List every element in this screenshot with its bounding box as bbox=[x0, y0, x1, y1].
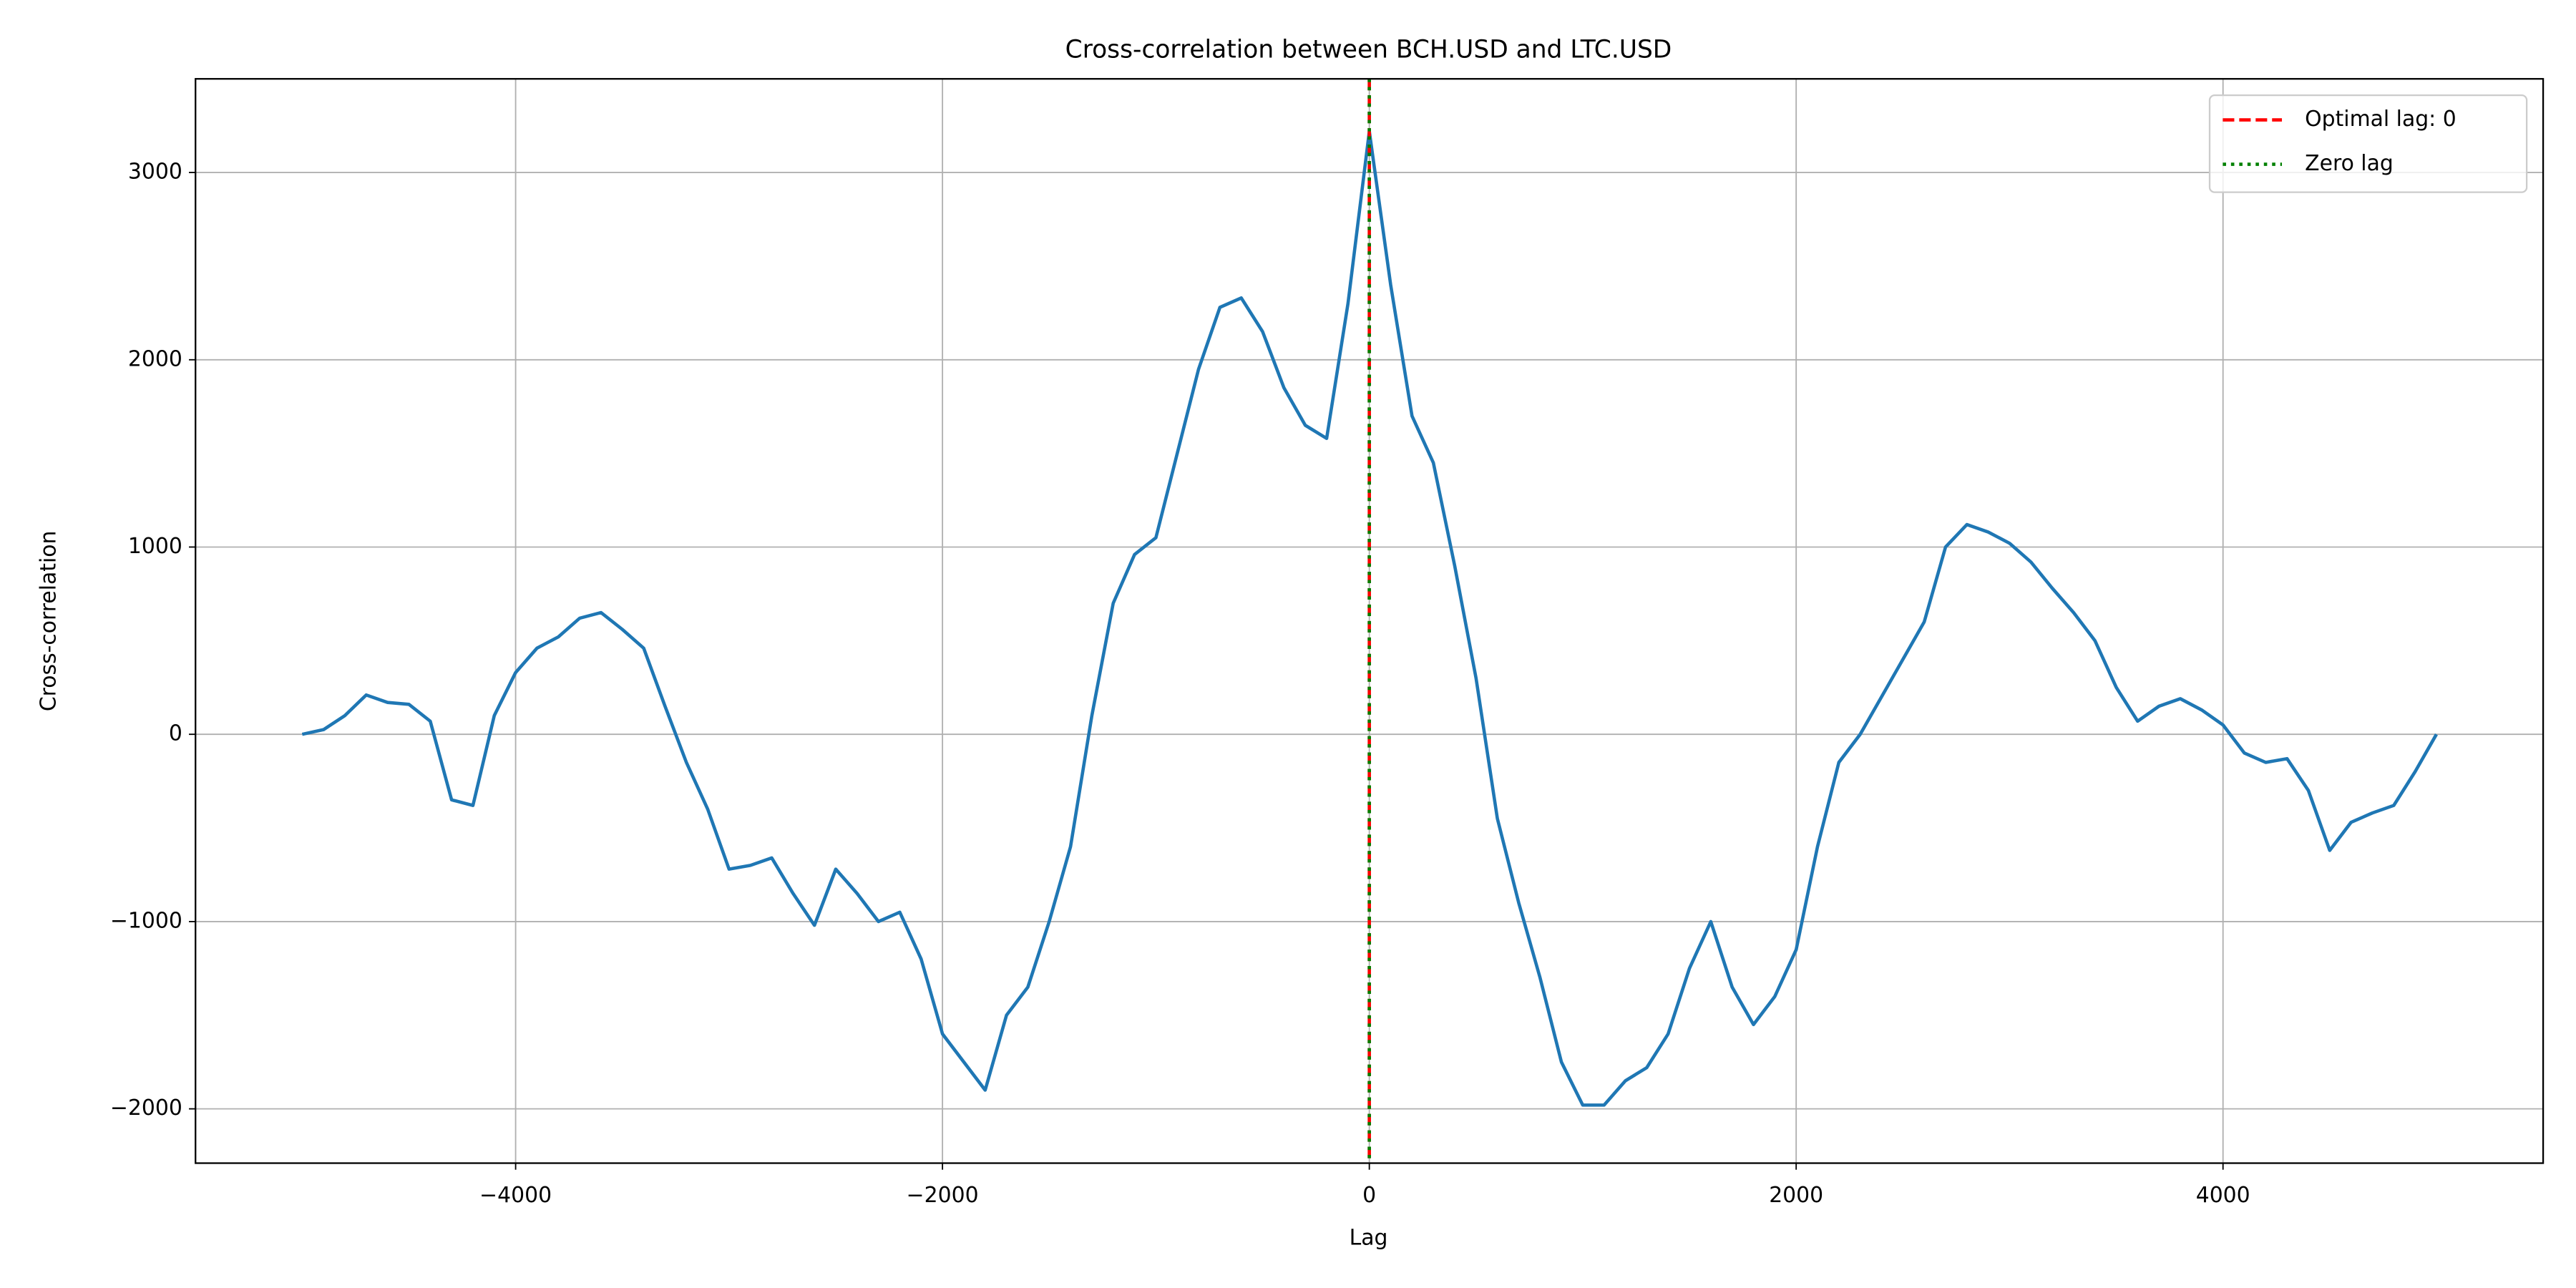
y-tick-label: 3000 bbox=[128, 160, 182, 185]
x-tick-label: 4000 bbox=[2196, 1183, 2250, 1208]
legend-box bbox=[2208, 94, 2528, 193]
legend-label: Optimal lag: 0 bbox=[2305, 107, 2457, 132]
x-tick-label: 2000 bbox=[1769, 1183, 1823, 1208]
plot-frame bbox=[195, 78, 2545, 1164]
chart-title: Cross-correlation between BCH.USD and LT… bbox=[1065, 36, 1672, 64]
x-tick-label: −2000 bbox=[907, 1183, 979, 1208]
y-tick-label: 2000 bbox=[128, 346, 182, 371]
y-tick-label: 1000 bbox=[128, 534, 182, 559]
y-tick-label: −1000 bbox=[110, 908, 182, 933]
y-axis-label: Cross-correlation bbox=[36, 531, 61, 712]
y-tick-label: −2000 bbox=[110, 1096, 182, 1121]
x-tick-label: −4000 bbox=[479, 1183, 552, 1208]
x-tick-label: 0 bbox=[1362, 1183, 1376, 1208]
x-axis-label: Lag bbox=[1350, 1226, 1388, 1251]
y-tick-label: 0 bbox=[169, 721, 182, 746]
legend-label: Zero lag bbox=[2305, 151, 2394, 176]
